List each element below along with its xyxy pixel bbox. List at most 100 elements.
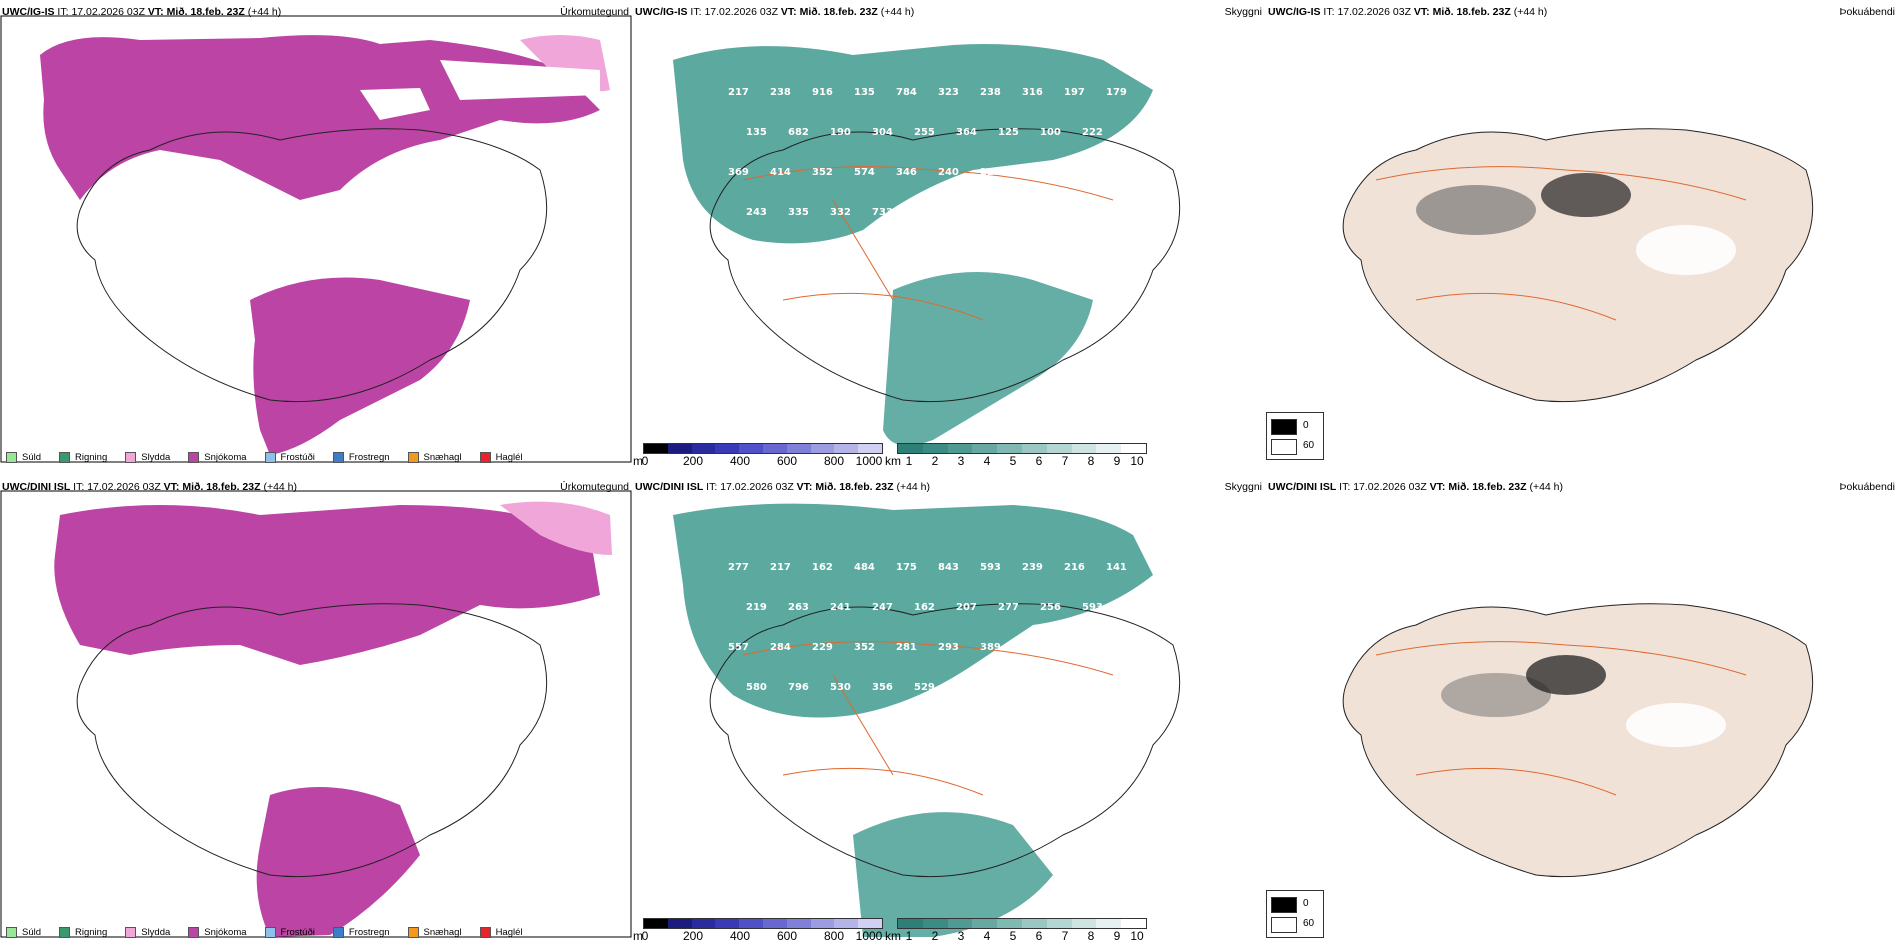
legend-item: Slydda <box>125 927 170 938</box>
cloud-base-label: 352 <box>854 642 875 653</box>
legend-item: Snæhagl <box>407 452 462 463</box>
legend-swatch <box>6 927 17 938</box>
cloud-base-label: 352 <box>812 167 833 178</box>
cloud-base-label: 277 <box>728 562 749 573</box>
cloud-base-label: 796 <box>788 682 809 693</box>
low-visibility-area <box>673 503 1153 937</box>
legend-swatch <box>59 452 71 463</box>
cloud-key-row1: 0 60 <box>1266 412 1324 460</box>
cloud-base-label: 195 <box>1064 167 1085 178</box>
panel-header: UWC/IG-IS IT: 17.02.2026 03Z VT: Mið. 18… <box>2 6 282 18</box>
cloud-base-labels: 217 238 916 135 784 323 238 316 197 179 135 682 190 3… <box>728 87 1145 218</box>
cloud-base-label: 162 <box>914 602 935 613</box>
legend-item: Rigning <box>59 927 107 938</box>
panel-header: UWC/IG-IS IT: 17.02.2026 03Z VT: Mið. 18… <box>635 6 915 18</box>
road-network <box>742 166 1114 321</box>
cloud-base-label: 239 <box>1022 562 1043 573</box>
cloud-base-label: 310 <box>1022 642 1043 653</box>
cloud-base-label: 557 <box>728 642 749 653</box>
cloud-base-label: 162 <box>812 562 833 573</box>
visibility-panel-row1: 217 238 916 135 784 323 238 316 197 179 135 682 190 3… <box>633 0 1266 475</box>
legend-swatch <box>59 927 71 938</box>
legend-item: Frostregn <box>332 927 390 938</box>
road-network <box>1375 641 1747 796</box>
cloud-base-colorbar: m 0 200 400 600 800 1000 <box>633 918 883 948</box>
road-network <box>1375 166 1747 321</box>
cloud-base-label: 530 <box>830 682 851 693</box>
cloud-base-label: 190 <box>830 127 851 138</box>
fog-shading <box>1441 655 1726 747</box>
legend-item: Haglél <box>479 927 523 938</box>
cloud-base-label: 241 <box>830 602 851 613</box>
cloud-base-label: 343 <box>1106 167 1127 178</box>
cloud-base-label: 898 <box>1064 642 1085 653</box>
cloud-base-label: 281 <box>896 642 917 653</box>
cloud-base-label: 580 <box>746 682 767 693</box>
cloud-base-label: 484 <box>854 562 875 573</box>
cloud-base-colorbar: m 0 200 400 600 800 1000 <box>633 443 883 473</box>
cloud-base-label: 414 <box>770 167 791 178</box>
fog-shading <box>1416 173 1736 275</box>
cloud-base-label: 238 <box>770 87 791 98</box>
cloud-base-label: 263 <box>788 602 809 613</box>
panel-title: Þokuábendi <box>1839 481 1895 493</box>
cloud-base-label: 304 <box>872 127 893 138</box>
cloud-base-label: 240 <box>1124 127 1145 138</box>
legend-item: Frostregn <box>332 452 390 463</box>
cloud-map <box>1342 603 1814 878</box>
cloud-base-labels: 277 217 162 484 175 843 593 239 216 141 219 263 241 2… <box>728 562 1145 693</box>
cloud-base-label: 335 <box>788 207 809 218</box>
cloud-base-label: 256 <box>1040 602 1061 613</box>
legend-swatch <box>332 927 344 938</box>
cloud-base-label: 389 <box>980 642 1001 653</box>
cloud-base-label: 217 <box>770 562 791 573</box>
panel-header: UWC/DINI ISL IT: 17.02.2026 03Z VT: Mið.… <box>2 481 298 493</box>
cloud-base-label: 733 <box>872 207 893 218</box>
legend-item: Frostúði <box>264 452 315 463</box>
cloud-base-label: 305 <box>1022 167 1043 178</box>
cloud-base-label: 243 <box>746 207 767 218</box>
legend-item: Súld <box>6 452 41 463</box>
legend-swatch <box>188 927 200 938</box>
cloud-base-label: 247 <box>872 602 893 613</box>
cloud-map <box>1342 128 1814 403</box>
legend-swatch <box>479 452 491 463</box>
cloud-base-label: 346 <box>896 167 917 178</box>
legend-swatch <box>125 452 137 463</box>
legend-swatch <box>407 452 419 463</box>
cloud-base-label: 332 <box>830 207 851 218</box>
cloud-base-label: 784 <box>896 87 917 98</box>
legend-item: Slydda <box>125 452 170 463</box>
legend-item: Haglél <box>479 452 523 463</box>
precip-map <box>0 490 632 938</box>
cloud-panel-row2: UWC/DINI ISL IT: 17.02.2026 03Z VT: Mið.… <box>1266 475 1899 950</box>
precip-legend: Súld Rigning Slydda Snjókoma Frostúði Fr… <box>6 452 523 463</box>
cloud-base-label: 94 <box>1040 207 1054 218</box>
cloud-base-label: 769 <box>956 207 977 218</box>
legend-swatch <box>407 927 419 938</box>
legend-item: Súld <box>6 927 41 938</box>
panel-title: Skyggni <box>1224 481 1262 493</box>
cloud-base-label: 207 <box>956 602 977 613</box>
snow-area <box>54 501 612 937</box>
cloud-base-label: 284 <box>770 642 791 653</box>
cloud-base-label: 175 <box>896 562 917 573</box>
cloud-base-label: 125 <box>998 127 1019 138</box>
cloud-base-label: 141 <box>1106 562 1127 573</box>
visibility-colorbar: km 1 2 3 4 5 6 7 8 9 10 <box>885 443 1147 473</box>
cloud-base-label: 277 <box>998 602 1019 613</box>
cloud-panel-row1: UWC/IG-IS IT: 17.02.2026 03Z VT: Mið. 18… <box>1266 0 1899 475</box>
cloud-base-label: 216 <box>1064 562 1085 573</box>
legend-swatch <box>6 452 17 463</box>
snow-area <box>40 35 610 455</box>
low-visibility-area <box>673 44 1153 446</box>
panel-title: Úrkomutegund <box>560 481 629 493</box>
legend-swatch <box>125 927 137 938</box>
cloud-base-label: 197 <box>1064 87 1085 98</box>
visibility-map: 217 238 916 135 784 323 238 316 197 179 135 682 190 3… <box>673 44 1181 446</box>
cloud-base-label: 369 <box>728 167 749 178</box>
legend-item: Snjókoma <box>188 452 247 463</box>
cloud-base-label: 844 <box>914 207 935 218</box>
cloud-base-label: 293 <box>938 642 959 653</box>
legend-swatch <box>264 452 276 463</box>
